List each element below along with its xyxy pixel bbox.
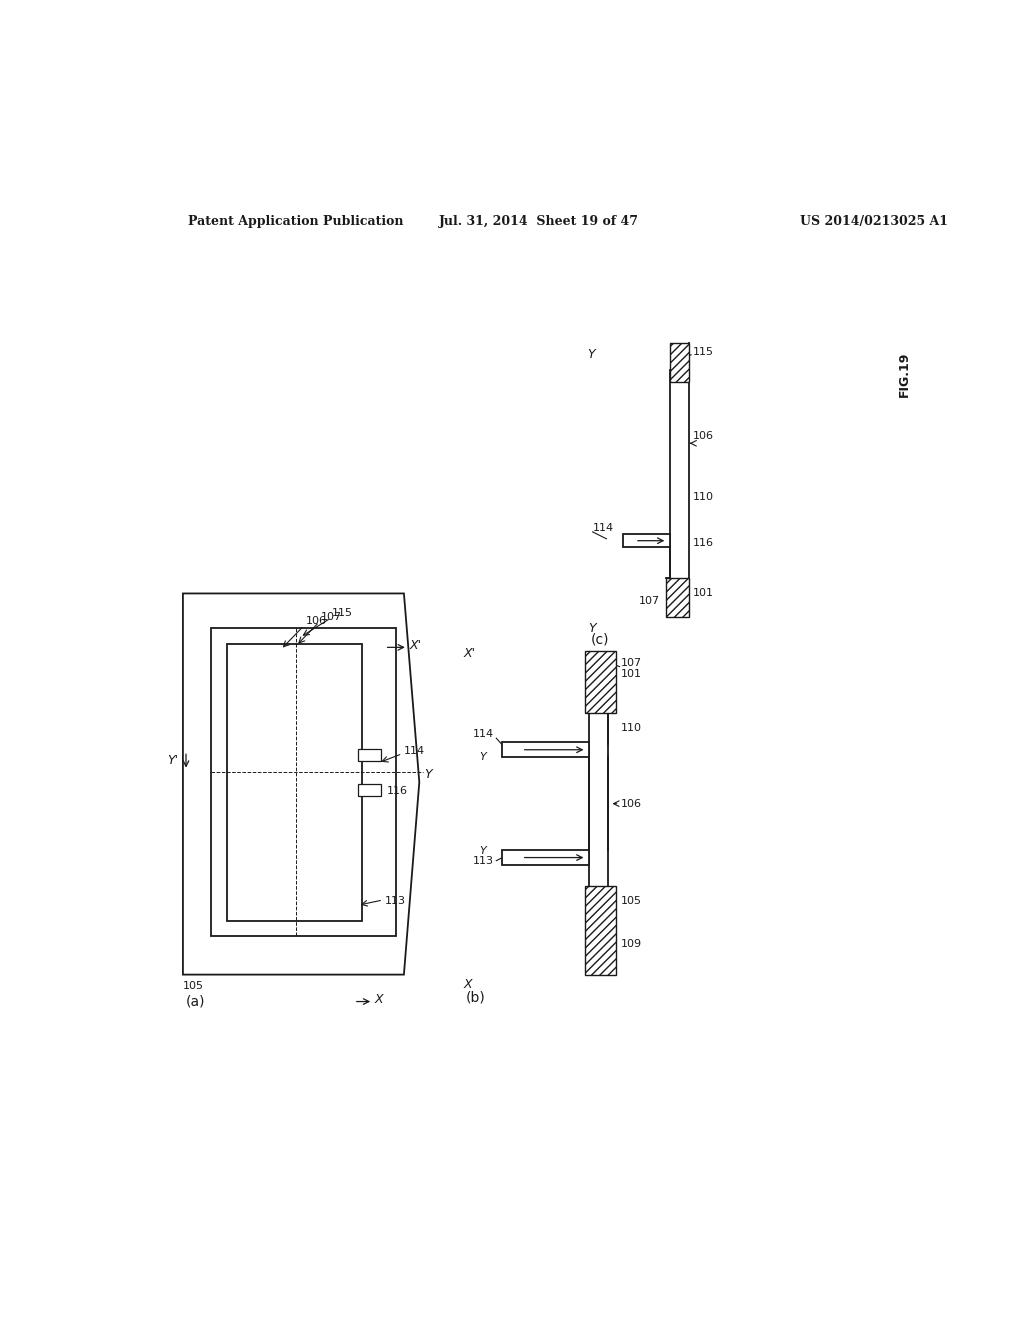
Text: 107: 107 xyxy=(321,612,342,622)
Bar xyxy=(503,742,589,758)
Text: 110: 110 xyxy=(692,492,714,502)
Text: Jul. 31, 2014  Sheet 19 of 47: Jul. 31, 2014 Sheet 19 of 47 xyxy=(438,215,639,228)
Text: 113: 113 xyxy=(473,857,495,866)
Bar xyxy=(670,343,689,381)
Text: 116: 116 xyxy=(692,539,714,548)
Text: 101: 101 xyxy=(692,589,714,598)
Text: 114: 114 xyxy=(473,730,495,739)
Text: Y: Y xyxy=(589,622,596,635)
Text: X: X xyxy=(463,978,472,991)
Text: 105: 105 xyxy=(183,981,204,991)
Text: 107: 107 xyxy=(639,597,659,606)
Text: (b): (b) xyxy=(466,991,485,1005)
Text: Y': Y' xyxy=(167,754,178,767)
Text: (c): (c) xyxy=(591,632,609,647)
Bar xyxy=(585,886,615,974)
Text: 110: 110 xyxy=(621,723,642,733)
Text: 106: 106 xyxy=(621,799,642,809)
Text: 114: 114 xyxy=(593,523,613,533)
Text: (a): (a) xyxy=(186,994,206,1008)
Text: Y: Y xyxy=(479,752,486,763)
Text: 105: 105 xyxy=(621,896,642,907)
Bar xyxy=(503,850,589,866)
Text: 114: 114 xyxy=(403,746,425,756)
Polygon shape xyxy=(183,594,419,974)
Text: Y: Y xyxy=(479,846,486,857)
Text: Y: Y xyxy=(587,348,595,362)
Bar xyxy=(624,535,670,548)
Text: 115: 115 xyxy=(333,607,353,618)
Bar xyxy=(211,628,396,936)
Text: US 2014/0213025 A1: US 2014/0213025 A1 xyxy=(801,215,948,228)
Text: X': X' xyxy=(410,639,421,652)
Text: 116: 116 xyxy=(387,787,408,796)
Text: FIG.19: FIG.19 xyxy=(898,351,911,397)
Bar xyxy=(226,644,361,921)
Text: 115: 115 xyxy=(692,347,714,358)
Text: X': X' xyxy=(463,647,475,660)
Text: 109: 109 xyxy=(621,939,642,949)
Text: 106: 106 xyxy=(305,616,327,626)
Text: 101: 101 xyxy=(621,669,642,680)
Bar xyxy=(357,748,381,762)
Text: 113: 113 xyxy=(385,896,406,907)
Text: 106: 106 xyxy=(692,430,714,441)
Text: Y: Y xyxy=(425,768,432,781)
Bar xyxy=(357,784,381,796)
Text: Patent Application Publication: Patent Application Publication xyxy=(188,215,403,228)
Text: 107: 107 xyxy=(621,657,642,668)
Bar xyxy=(666,578,689,616)
Text: X: X xyxy=(375,993,383,1006)
Bar xyxy=(585,651,615,713)
